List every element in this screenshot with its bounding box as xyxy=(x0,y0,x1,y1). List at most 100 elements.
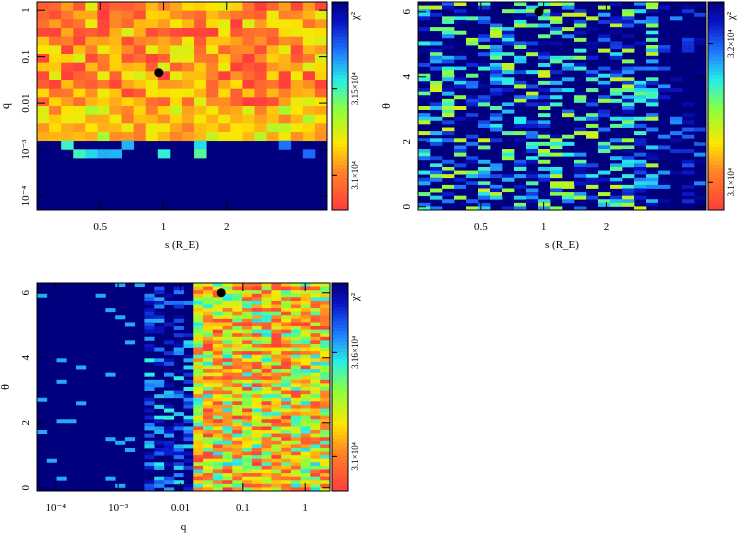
heatmap-cell xyxy=(163,340,175,345)
heatmap-cell xyxy=(109,19,122,29)
heatmap-cell xyxy=(182,71,195,81)
heatmap-cell xyxy=(310,283,321,287)
heatmap-cell xyxy=(658,95,671,100)
heatmap-cell xyxy=(290,376,302,381)
heatmap-cell xyxy=(610,19,623,24)
heatmap-cell xyxy=(261,415,272,420)
heatmap-cell xyxy=(430,174,443,179)
heatmap-cell xyxy=(310,343,321,348)
heatmap-cell xyxy=(154,415,165,420)
heatmap-cell xyxy=(105,437,116,442)
heatmap-cell xyxy=(502,37,515,42)
heatmap-cell xyxy=(302,36,316,46)
heatmap-cell xyxy=(145,2,159,12)
heatmap-cell xyxy=(634,91,647,96)
heatmap-cell xyxy=(173,300,184,305)
heatmap-cell xyxy=(514,80,527,85)
x-tick-label: 10⁻³ xyxy=(108,502,129,514)
colorbar-swatch xyxy=(708,119,724,124)
heatmap-cell xyxy=(163,322,175,327)
heatmap-cell xyxy=(254,132,267,142)
heatmap-cell xyxy=(490,192,503,197)
heatmap-cell xyxy=(290,340,302,345)
heatmap-cell xyxy=(442,2,455,6)
heatmap-cell xyxy=(586,88,599,93)
heatmap-cell xyxy=(261,394,272,399)
heatmap-cell xyxy=(49,62,62,72)
heatmap-cell xyxy=(682,120,695,125)
heatmap-cell xyxy=(121,97,135,107)
heatmap-cell xyxy=(242,440,253,445)
heatmap-cell xyxy=(694,70,707,75)
heatmap-cell xyxy=(442,138,455,143)
heatmap-cell xyxy=(302,132,316,142)
y-tick-label: 0 xyxy=(20,485,32,491)
heatmap-cell xyxy=(502,41,515,46)
colorbar-swatch xyxy=(708,175,724,180)
heatmap-cell xyxy=(278,71,292,81)
heatmap-cell xyxy=(121,80,135,90)
heatmap-cell xyxy=(144,480,155,485)
heatmap-cell xyxy=(242,283,253,287)
heatmap-cell xyxy=(133,88,147,98)
heatmap-cell xyxy=(598,109,611,114)
heatmap-cell xyxy=(144,293,155,298)
y-tick-label: 2 xyxy=(401,139,413,145)
heatmap-cell xyxy=(550,95,563,100)
heatmap-cell xyxy=(300,415,311,420)
heatmap-cell xyxy=(169,2,183,12)
heatmap-cell xyxy=(490,73,503,78)
heatmap-cell xyxy=(212,308,223,313)
heatmap-cell xyxy=(442,27,455,32)
heatmap-cell xyxy=(300,476,311,481)
heatmap-cell xyxy=(193,462,204,467)
heatmap-cell xyxy=(144,343,155,348)
heatmap-cell xyxy=(300,447,311,452)
heatmap-cell xyxy=(218,132,231,142)
heatmap-cell xyxy=(203,469,214,474)
heatmap-cell xyxy=(232,415,243,420)
heatmap-cell xyxy=(281,390,292,395)
heatmap-cell xyxy=(574,106,587,110)
heatmap-cell xyxy=(646,102,659,107)
heatmap-cell xyxy=(574,98,587,103)
colorbar-swatch xyxy=(332,345,348,350)
plot-frame xyxy=(417,1,707,211)
heatmap-cell xyxy=(203,293,214,298)
heatmap-cell xyxy=(173,462,184,467)
heatmap-cell xyxy=(538,41,551,46)
heatmap-cell xyxy=(320,369,331,374)
heatmap-cell xyxy=(418,12,431,17)
heatmap-cell xyxy=(442,66,455,71)
heatmap-cell xyxy=(182,19,195,29)
heatmap-cell xyxy=(183,487,194,492)
heatmap-cell xyxy=(173,426,184,431)
heatmap-cell xyxy=(183,340,194,345)
heatmap-cell xyxy=(598,66,611,71)
heatmap-cell xyxy=(281,343,292,348)
heatmap-cell xyxy=(290,132,304,142)
heatmap-cell xyxy=(610,88,623,93)
heatmap-cell xyxy=(173,444,184,449)
heatmap-cell xyxy=(281,351,292,356)
heatmap-cell xyxy=(49,45,62,55)
heatmap-cell xyxy=(290,293,302,298)
heatmap-cell xyxy=(278,28,292,38)
heatmap-cell xyxy=(586,16,599,21)
colorbar-swatch xyxy=(332,387,348,391)
heatmap-cell xyxy=(222,311,233,316)
heatmap-cell xyxy=(281,397,292,402)
heatmap-cell xyxy=(261,426,272,431)
heatmap-cell xyxy=(232,455,243,460)
heatmap-cell xyxy=(242,437,253,442)
heatmap-cell xyxy=(300,311,311,316)
heatmap-cell xyxy=(73,132,86,142)
heatmap-cell xyxy=(232,329,243,334)
heatmap-cell xyxy=(271,444,282,449)
heatmap-cell xyxy=(212,408,223,413)
heatmap-cell xyxy=(193,372,204,377)
colorbar-swatch xyxy=(708,36,724,41)
heatmap-cell xyxy=(232,293,243,298)
heatmap-cell xyxy=(610,123,623,128)
heatmap-cell xyxy=(290,329,302,334)
